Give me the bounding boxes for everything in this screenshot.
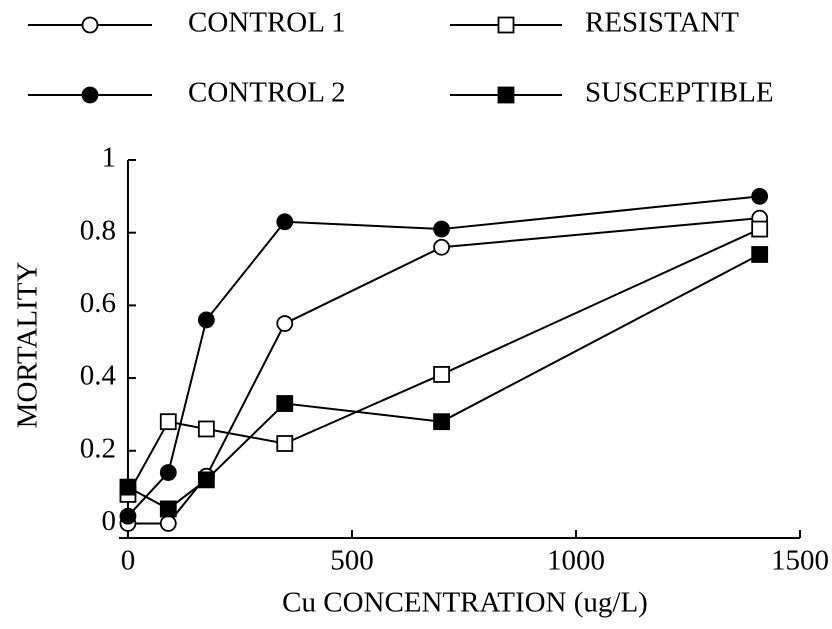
- data-point: [159, 500, 177, 518]
- data-point: [433, 220, 450, 238]
- y-tick-label: 0.2: [80, 432, 116, 464]
- legend-marker: [81, 16, 99, 34]
- data-point: [159, 464, 177, 481]
- x-tick-label: 1000: [547, 545, 605, 577]
- data-point: [276, 213, 294, 231]
- data-point: [276, 315, 294, 332]
- series-line: [127, 228, 761, 495]
- data-point: [433, 413, 450, 431]
- x-axis-label: Cu CONCENTRATION (ug/L): [282, 587, 648, 619]
- data-point: [751, 220, 769, 238]
- data-point: [751, 187, 769, 205]
- legend-label: RESISTANT: [585, 7, 739, 39]
- y-tick-label: 0.4: [80, 360, 117, 392]
- legend-label: CONTROL 2: [188, 77, 346, 109]
- data-point: [276, 395, 294, 412]
- legend-label: CONTROL 1: [188, 7, 346, 39]
- y-axis-label: MORTALITY: [12, 262, 44, 429]
- x-tick-label: 1500: [771, 545, 829, 577]
- data-point: [119, 507, 137, 525]
- y-tick-label: 1: [101, 142, 116, 174]
- y-tick-label: 0.6: [80, 287, 116, 319]
- data-point: [276, 435, 294, 452]
- x-tick-label: 500: [330, 545, 374, 577]
- legend-label: SUSCEPTIBLE: [585, 77, 774, 109]
- data-point: [433, 238, 450, 256]
- data-point: [197, 311, 215, 329]
- y-tick-label: 0.8: [80, 214, 116, 246]
- data-point: [159, 413, 177, 431]
- legend-marker: [497, 16, 515, 34]
- legend-marker: [81, 86, 99, 104]
- data-point: [197, 471, 215, 489]
- y-tick-label: 0: [101, 505, 116, 537]
- data-point: [197, 420, 215, 438]
- legend-marker: [497, 86, 515, 104]
- data-point: [433, 366, 450, 383]
- data-point: [159, 515, 177, 532]
- x-tick-label: 0: [121, 545, 136, 577]
- data-point: [751, 246, 769, 263]
- series-line: [127, 195, 760, 517]
- data-point: [119, 478, 137, 496]
